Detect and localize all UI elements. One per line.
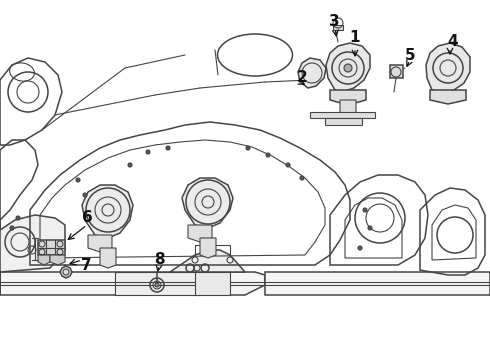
Polygon shape	[188, 225, 212, 242]
Text: 3: 3	[329, 14, 339, 30]
Polygon shape	[426, 43, 470, 92]
Polygon shape	[0, 272, 265, 295]
Polygon shape	[325, 118, 362, 125]
Polygon shape	[170, 250, 245, 272]
Circle shape	[358, 246, 362, 250]
Polygon shape	[333, 25, 343, 30]
Text: 5: 5	[405, 48, 416, 63]
Text: 6: 6	[82, 211, 93, 225]
Polygon shape	[0, 215, 65, 295]
Polygon shape	[182, 178, 233, 228]
Text: 1: 1	[350, 31, 360, 45]
Circle shape	[166, 146, 170, 150]
Polygon shape	[200, 238, 216, 258]
Text: 7: 7	[81, 257, 91, 273]
Circle shape	[155, 283, 159, 287]
Polygon shape	[100, 248, 116, 268]
Polygon shape	[310, 112, 375, 118]
Circle shape	[128, 163, 132, 167]
Polygon shape	[298, 58, 326, 88]
Circle shape	[266, 153, 270, 157]
Polygon shape	[390, 65, 403, 78]
Polygon shape	[115, 272, 200, 295]
Polygon shape	[265, 272, 490, 295]
Circle shape	[83, 193, 87, 197]
Circle shape	[246, 146, 250, 150]
Circle shape	[368, 226, 372, 230]
Polygon shape	[38, 240, 65, 255]
Circle shape	[10, 226, 14, 230]
Polygon shape	[88, 235, 112, 252]
Circle shape	[363, 208, 367, 212]
Circle shape	[344, 64, 352, 72]
Text: 4: 4	[448, 35, 458, 49]
Polygon shape	[38, 255, 50, 265]
Polygon shape	[60, 266, 72, 278]
Polygon shape	[330, 90, 366, 105]
Polygon shape	[340, 100, 356, 115]
Polygon shape	[326, 43, 370, 92]
Text: 2: 2	[296, 71, 307, 85]
Polygon shape	[430, 90, 466, 104]
Circle shape	[76, 178, 80, 182]
Text: 8: 8	[154, 252, 164, 267]
Polygon shape	[50, 255, 65, 265]
Polygon shape	[82, 185, 133, 238]
Circle shape	[300, 176, 304, 180]
Circle shape	[146, 150, 150, 154]
Circle shape	[16, 216, 20, 220]
Polygon shape	[195, 272, 230, 295]
Circle shape	[286, 163, 290, 167]
